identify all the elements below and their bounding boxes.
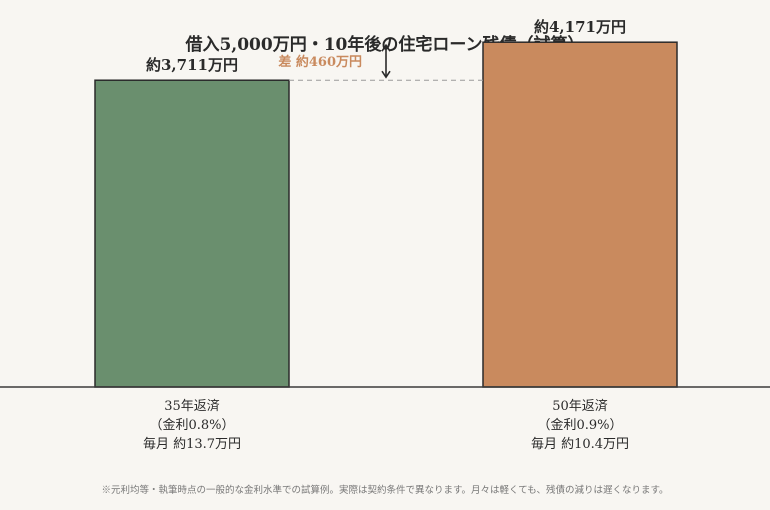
double-arrow-vertical-icon — [381, 43, 391, 79]
category-label: 50年返済 — [552, 398, 608, 414]
footnote: ※元利均等・執筆時点の一般的な金利水準での試算例。実際は契約条件で異なります。月… — [101, 484, 668, 496]
bar-1 — [94, 79, 290, 388]
category-label: 毎月 約13.7万円 — [143, 436, 241, 452]
category-label: （金利0.9%） — [537, 417, 622, 433]
arrow-head-up — [381, 43, 391, 52]
category-label: 毎月 約10.4万円 — [531, 436, 629, 452]
bar-2 — [482, 41, 678, 388]
bar-value-label: 約3,711万円 — [146, 56, 238, 74]
arrow-head-down — [381, 70, 391, 79]
difference-label: 差 約460万円 — [278, 54, 362, 70]
category-label: 35年返済 — [164, 398, 220, 414]
plot-area: 約3,711万円 35年返済 （金利0.8%） 毎月 約13.7万円 約4,171万円 5… — [0, 18, 770, 452]
bar-value-label: 約4,171万円 — [534, 18, 626, 36]
category-label: （金利0.8%） — [149, 417, 234, 433]
